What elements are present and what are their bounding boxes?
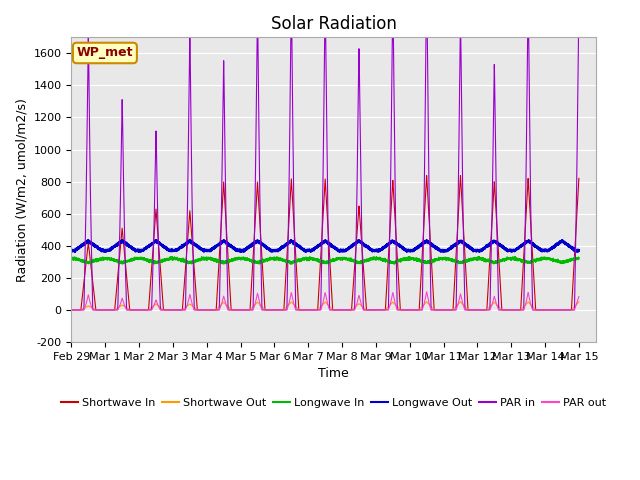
Longwave Out bbox=[308, 248, 316, 253]
Longwave In bbox=[68, 254, 76, 260]
PAR out bbox=[308, 307, 316, 313]
Shortwave In bbox=[547, 307, 555, 313]
Legend: Shortwave In, Shortwave Out, Longwave In, Longwave Out, PAR in, PAR out: Shortwave In, Shortwave Out, Longwave In… bbox=[56, 393, 611, 412]
PAR in bbox=[554, 307, 561, 313]
PAR out bbox=[68, 307, 76, 313]
Shortwave Out bbox=[68, 307, 76, 313]
Shortwave In bbox=[575, 176, 583, 181]
PAR in bbox=[547, 307, 555, 313]
Longwave Out bbox=[186, 237, 194, 242]
PAR in bbox=[68, 307, 76, 313]
Shortwave In bbox=[308, 307, 316, 313]
Longwave Out bbox=[453, 240, 461, 246]
Line: PAR in: PAR in bbox=[72, 0, 579, 310]
Longwave In bbox=[390, 261, 398, 267]
Text: WP_met: WP_met bbox=[77, 47, 133, 60]
PAR in bbox=[308, 307, 316, 313]
Shortwave Out bbox=[240, 307, 248, 313]
PAR in bbox=[550, 307, 557, 313]
Longwave Out bbox=[575, 247, 583, 253]
PAR out bbox=[423, 289, 431, 295]
PAR out bbox=[547, 307, 555, 313]
Y-axis label: Radiation (W/m2, umol/m2/s): Radiation (W/m2, umol/m2/s) bbox=[15, 98, 28, 282]
Line: PAR out: PAR out bbox=[72, 292, 579, 310]
Shortwave Out bbox=[554, 307, 561, 313]
Shortwave In bbox=[554, 307, 561, 313]
Shortwave Out bbox=[308, 307, 316, 313]
Longwave Out bbox=[68, 248, 76, 253]
Longwave Out bbox=[554, 242, 561, 248]
Longwave In bbox=[548, 256, 556, 262]
Line: Shortwave In: Shortwave In bbox=[72, 176, 579, 310]
Line: Longwave In: Longwave In bbox=[72, 256, 579, 264]
X-axis label: Time: Time bbox=[318, 367, 349, 380]
Longwave In bbox=[438, 255, 446, 261]
PAR in bbox=[575, 1, 583, 7]
PAR out bbox=[453, 305, 461, 311]
PAR out bbox=[563, 307, 571, 313]
Longwave Out bbox=[548, 245, 556, 251]
Longwave In bbox=[308, 255, 316, 261]
Longwave In bbox=[511, 253, 519, 259]
PAR out bbox=[554, 307, 561, 313]
Shortwave In bbox=[453, 241, 461, 247]
PAR out bbox=[575, 294, 583, 300]
PAR in bbox=[453, 274, 461, 280]
Title: Solar Radiation: Solar Radiation bbox=[271, 15, 397, 33]
PAR in bbox=[240, 307, 248, 313]
Longwave In bbox=[240, 256, 248, 262]
Shortwave Out bbox=[456, 299, 464, 305]
Shortwave In bbox=[456, 173, 464, 179]
PAR in bbox=[438, 307, 446, 313]
Shortwave Out bbox=[547, 307, 555, 313]
PAR out bbox=[438, 307, 446, 313]
Longwave In bbox=[575, 255, 583, 261]
Longwave In bbox=[453, 259, 461, 264]
Shortwave Out bbox=[575, 299, 583, 305]
Longwave Out bbox=[240, 247, 248, 253]
Line: Longwave Out: Longwave Out bbox=[72, 240, 579, 252]
Shortwave In bbox=[240, 307, 248, 313]
Shortwave Out bbox=[438, 307, 446, 313]
Shortwave In bbox=[438, 307, 446, 313]
Longwave Out bbox=[336, 249, 344, 255]
Shortwave Out bbox=[453, 303, 461, 309]
Longwave Out bbox=[438, 248, 446, 254]
Shortwave In bbox=[68, 307, 76, 313]
Longwave In bbox=[554, 259, 561, 265]
Line: Shortwave Out: Shortwave Out bbox=[72, 302, 579, 310]
PAR out bbox=[240, 307, 248, 313]
